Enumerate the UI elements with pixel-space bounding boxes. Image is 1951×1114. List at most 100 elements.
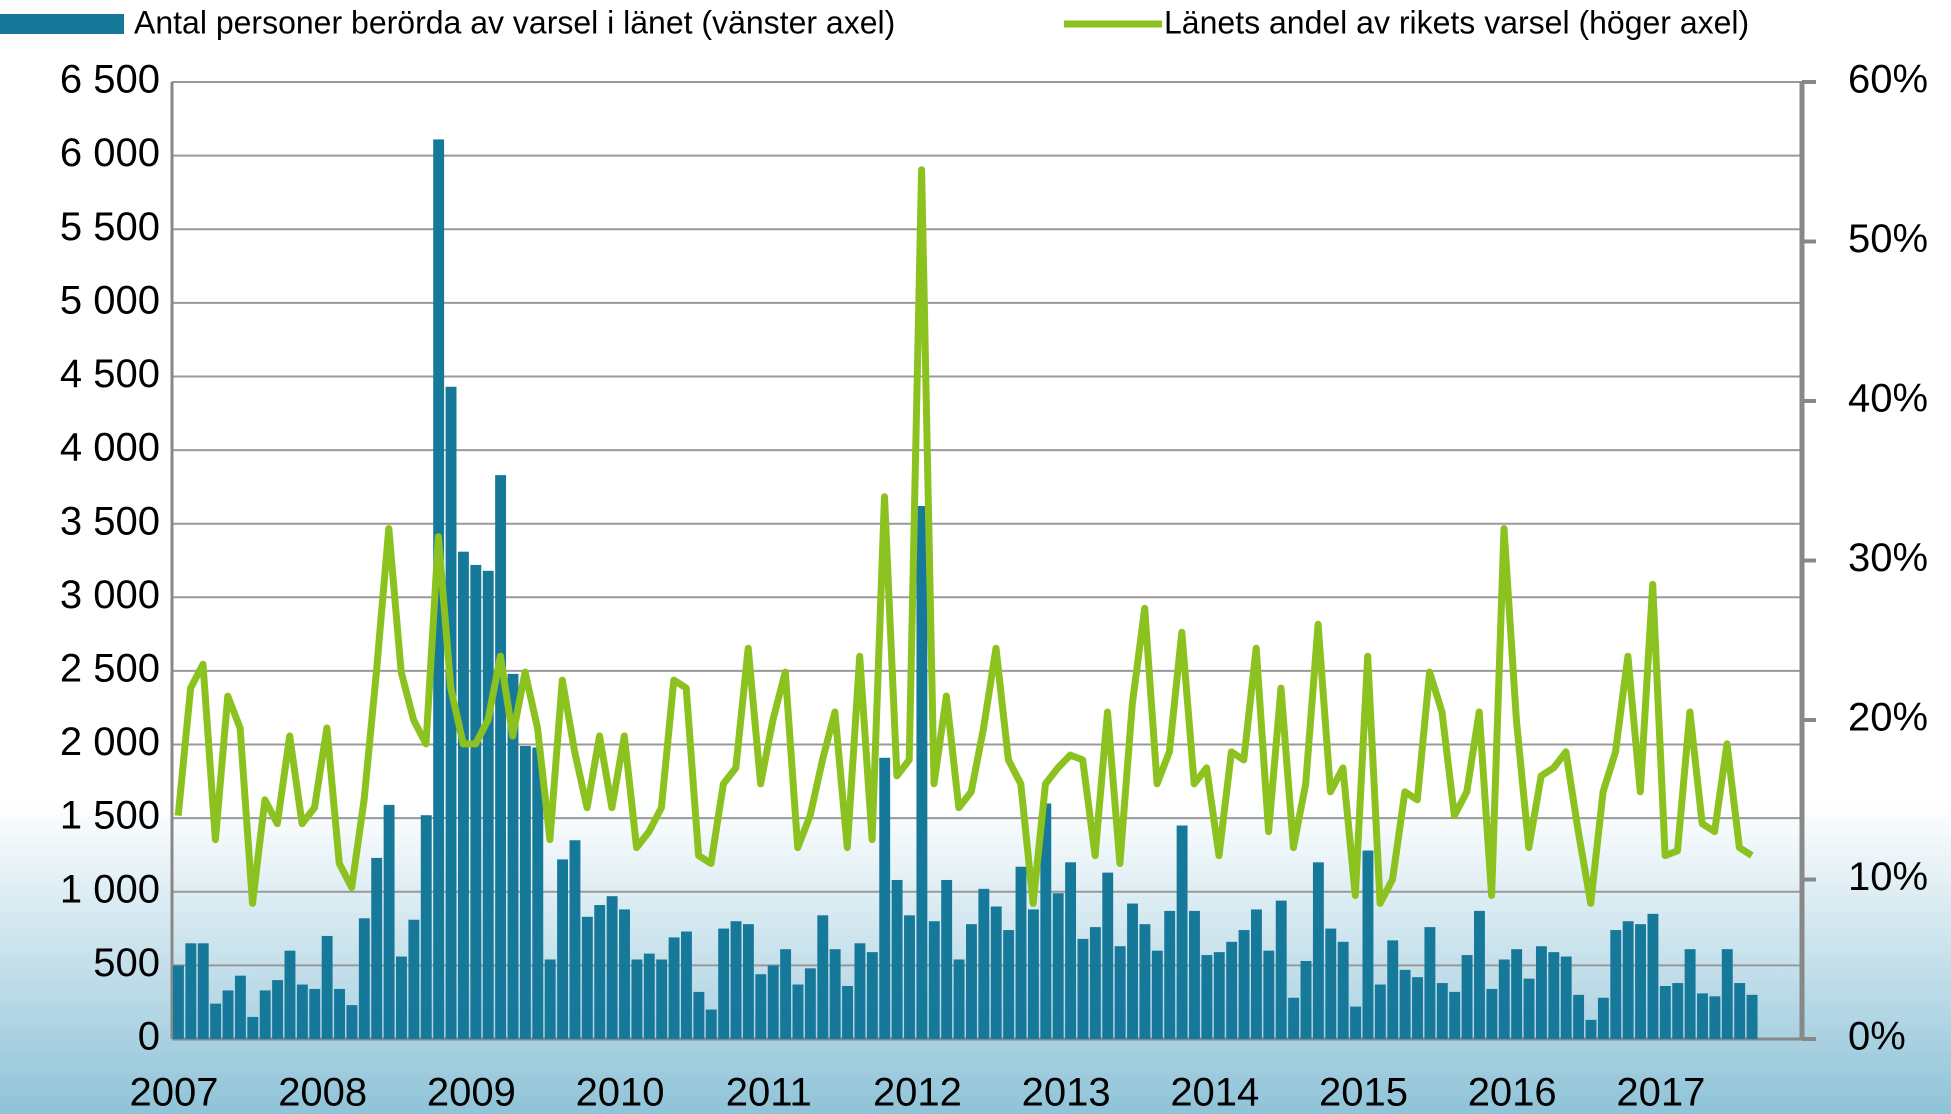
bar xyxy=(1164,910,1176,1039)
bar xyxy=(272,980,284,1039)
bar xyxy=(1436,983,1448,1039)
y2-tick-label: 50% xyxy=(1848,217,1928,261)
bar xyxy=(296,984,308,1039)
x-tick-label: 2014 xyxy=(1170,1071,1259,1114)
bar xyxy=(495,475,507,1039)
bar xyxy=(1721,949,1733,1039)
bar xyxy=(730,921,742,1039)
bar xyxy=(1573,994,1585,1039)
bar xyxy=(1461,955,1473,1039)
bar xyxy=(1288,997,1300,1039)
bar xyxy=(1511,949,1523,1039)
bar xyxy=(210,1003,222,1039)
bar xyxy=(197,943,209,1039)
bar xyxy=(1684,949,1696,1039)
bar xyxy=(1176,825,1188,1039)
bar xyxy=(842,985,853,1039)
bar xyxy=(916,506,928,1039)
bar xyxy=(1337,941,1349,1039)
bar xyxy=(1077,938,1089,1039)
bar xyxy=(1672,983,1684,1039)
x-tick-label: 2015 xyxy=(1319,1071,1408,1114)
bar xyxy=(1362,850,1374,1039)
bar xyxy=(544,959,556,1039)
y2-tick-label: 10% xyxy=(1848,855,1928,899)
bar xyxy=(879,757,891,1039)
bar xyxy=(619,909,630,1039)
y-tick-label: 6 500 xyxy=(60,58,160,102)
bar xyxy=(1139,924,1151,1039)
bar xyxy=(966,924,977,1039)
bar xyxy=(928,921,940,1039)
bar xyxy=(792,984,804,1039)
y2-tick-label: 40% xyxy=(1848,377,1928,421)
line xyxy=(174,166,1754,907)
bar xyxy=(1003,930,1015,1039)
bar xyxy=(1027,909,1039,1039)
bar xyxy=(557,859,569,1039)
bar xyxy=(358,918,370,1039)
bar xyxy=(1015,866,1027,1039)
bar xyxy=(470,564,482,1039)
bar xyxy=(408,919,420,1039)
bar xyxy=(755,974,767,1039)
bar xyxy=(1474,910,1485,1039)
bar xyxy=(681,931,692,1039)
bar xyxy=(1350,1006,1362,1039)
legend-swatch xyxy=(0,14,124,34)
bar xyxy=(1263,950,1275,1039)
x-tick-label: 2007 xyxy=(130,1071,219,1114)
bar xyxy=(1560,956,1572,1039)
bar xyxy=(780,949,792,1039)
legend-label: Länets andel av rikets varsel (höger axe… xyxy=(1164,4,1749,40)
bar xyxy=(866,952,878,1039)
bar xyxy=(1498,959,1510,1039)
y-tick-label: 5 000 xyxy=(60,278,160,322)
bar xyxy=(1052,893,1064,1039)
bar xyxy=(1114,946,1126,1039)
x-tick-label: 2013 xyxy=(1022,1071,1111,1114)
bar xyxy=(1486,988,1498,1039)
bar xyxy=(978,888,990,1039)
x-tick-label: 2010 xyxy=(576,1071,665,1114)
bar xyxy=(173,965,184,1039)
bar xyxy=(507,673,519,1039)
x-tick-label: 2011 xyxy=(726,1071,812,1114)
bar xyxy=(718,928,730,1039)
bar xyxy=(1102,872,1114,1039)
bar xyxy=(234,975,246,1039)
bar xyxy=(445,386,457,1039)
bar xyxy=(1709,996,1721,1039)
y2-tick-label: 0% xyxy=(1848,1015,1906,1059)
bar xyxy=(284,950,296,1039)
bar xyxy=(1189,910,1200,1039)
bar xyxy=(606,896,618,1039)
bar xyxy=(309,988,321,1039)
bar xyxy=(1065,862,1077,1039)
bar xyxy=(1151,950,1163,1039)
bar xyxy=(941,879,953,1039)
x-tick-label: 2009 xyxy=(427,1071,516,1114)
bar xyxy=(1213,952,1225,1039)
bar xyxy=(457,551,469,1039)
bar xyxy=(1746,994,1758,1039)
bar xyxy=(1399,969,1411,1039)
y-tick-label: 5 500 xyxy=(60,205,160,249)
y-tick-label: 4 000 xyxy=(60,426,160,470)
bar xyxy=(569,840,581,1039)
bar xyxy=(247,1016,259,1039)
y-tick-label: 3 000 xyxy=(60,573,160,617)
y-tick-label: 4 500 xyxy=(60,352,160,396)
y-tick-label: 0 xyxy=(138,1015,160,1059)
bar xyxy=(371,857,383,1039)
y-tick-label: 6 000 xyxy=(60,131,160,175)
bar xyxy=(1734,983,1746,1039)
bar xyxy=(1597,997,1609,1039)
bar xyxy=(321,935,333,1039)
bar xyxy=(185,943,197,1039)
bar xyxy=(953,959,965,1039)
bar xyxy=(1201,955,1213,1039)
bar xyxy=(594,905,606,1039)
y-tick-label: 1 500 xyxy=(60,794,160,838)
